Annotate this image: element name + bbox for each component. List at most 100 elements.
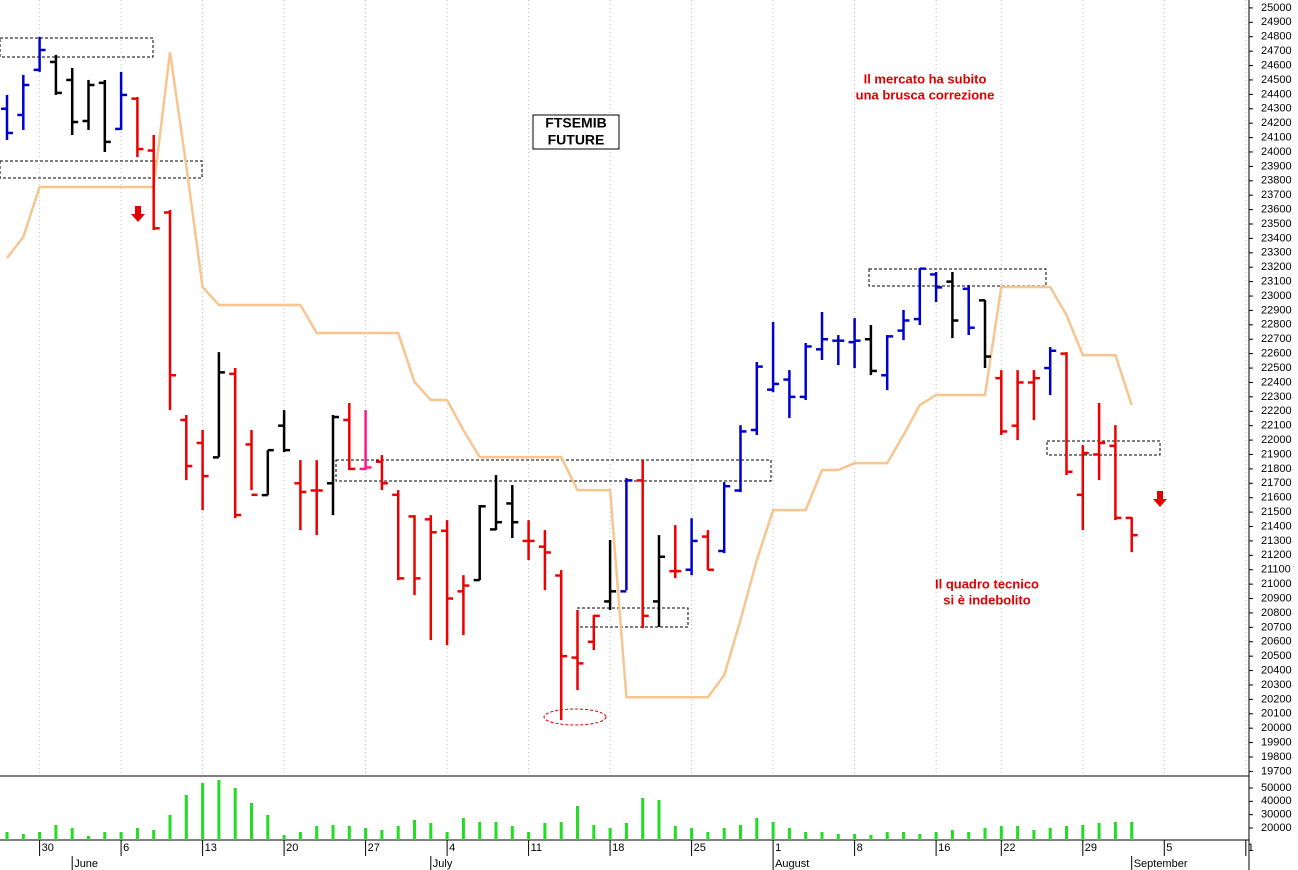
y-tick-label: 20200 bbox=[1261, 693, 1292, 705]
range-box bbox=[0, 37, 154, 58]
y-tick-label: 22900 bbox=[1261, 304, 1292, 316]
y-tick-label: 20400 bbox=[1261, 664, 1292, 676]
x-tick-label: 1 bbox=[775, 842, 781, 854]
volume-bar bbox=[722, 828, 726, 840]
volume-bar bbox=[1097, 823, 1101, 840]
y-tick-label: 21700 bbox=[1261, 477, 1292, 489]
y-tick-label: 24200 bbox=[1261, 117, 1292, 129]
volume-bar bbox=[87, 836, 90, 840]
volume-tick-label: 30000 bbox=[1261, 809, 1292, 821]
y-tick-label: 22400 bbox=[1261, 376, 1292, 388]
y-tick-label: 22600 bbox=[1261, 348, 1292, 360]
range-box bbox=[868, 268, 1047, 287]
y-tick-label: 23900 bbox=[1261, 160, 1292, 172]
annotation: una brusca correzione bbox=[856, 87, 995, 102]
volume-bar bbox=[624, 823, 628, 840]
month-label: July bbox=[433, 858, 453, 870]
volume-bar bbox=[168, 815, 172, 840]
volume-bar bbox=[1081, 825, 1085, 840]
volume-bar bbox=[739, 825, 742, 840]
volume-bar bbox=[1113, 822, 1117, 840]
y-tick-label: 23500 bbox=[1261, 218, 1292, 230]
y-tick-label: 23000 bbox=[1261, 290, 1292, 302]
y-tick-label: 20700 bbox=[1261, 621, 1292, 633]
volume-bar bbox=[853, 834, 857, 840]
y-tick-label: 24800 bbox=[1261, 31, 1292, 43]
volume-bar bbox=[70, 828, 74, 840]
y-tick-label: 23200 bbox=[1261, 261, 1292, 273]
volume-bar bbox=[1016, 826, 1020, 840]
line-series bbox=[6, 51, 1133, 699]
title-line: FTSEMIB bbox=[545, 115, 606, 131]
y-tick-label: 21400 bbox=[1261, 520, 1292, 532]
volume-bar bbox=[869, 835, 873, 840]
volume-bar bbox=[885, 832, 889, 840]
volume-bar bbox=[657, 800, 661, 840]
volume-bar bbox=[461, 818, 465, 840]
volume-bar bbox=[347, 826, 351, 840]
x-tick-label: 25 bbox=[694, 842, 706, 854]
range-box bbox=[1046, 440, 1161, 456]
y-tick-label: 20000 bbox=[1261, 722, 1292, 734]
volume-bar bbox=[755, 818, 759, 840]
y-tick-label: 21100 bbox=[1261, 564, 1291, 576]
month-label: September bbox=[1134, 858, 1188, 870]
volume-bar bbox=[217, 780, 221, 840]
y-tick-label: 22200 bbox=[1261, 405, 1292, 417]
volume-tick-label: 20000 bbox=[1261, 822, 1292, 834]
volume-bar bbox=[510, 826, 514, 840]
volume-bar bbox=[396, 826, 400, 840]
range-box bbox=[0, 160, 203, 179]
y-tick-label: 20600 bbox=[1261, 636, 1292, 648]
y-tick-label: 24700 bbox=[1261, 45, 1292, 57]
arrow-down bbox=[1153, 491, 1167, 507]
y-tick-label: 19800 bbox=[1261, 751, 1292, 763]
x-tick-label: 22 bbox=[1003, 842, 1015, 854]
volume-bar bbox=[478, 822, 482, 840]
annotation: si è indebolito bbox=[943, 592, 1030, 607]
y-tick-label: 20800 bbox=[1261, 607, 1292, 619]
x-tick-label: 27 bbox=[368, 842, 380, 854]
y-tick-label: 23400 bbox=[1261, 232, 1292, 244]
y-tick-label: 19900 bbox=[1261, 736, 1292, 748]
range-boxes bbox=[0, 37, 1161, 628]
y-tick-label: 21500 bbox=[1261, 506, 1292, 518]
volume-bar bbox=[184, 795, 188, 840]
y-tick-label: 21000 bbox=[1261, 578, 1292, 590]
y-tick-label: 23800 bbox=[1261, 175, 1292, 187]
y-tick-label: 24000 bbox=[1261, 146, 1292, 158]
volume-bar bbox=[967, 832, 971, 840]
volume-bar bbox=[413, 820, 416, 840]
volume-bar bbox=[527, 832, 531, 840]
volume-bar bbox=[233, 788, 237, 840]
volume-tick-label: 50000 bbox=[1261, 782, 1292, 794]
x-tick-label: 29 bbox=[1085, 842, 1097, 854]
volume-bar bbox=[771, 822, 775, 840]
annotation: Il quadro tecnico bbox=[935, 576, 1039, 591]
range-box bbox=[335, 459, 772, 482]
grid bbox=[39, 0, 1247, 776]
x-tick-label: 16 bbox=[938, 842, 950, 854]
y-tick-label: 23100 bbox=[1261, 276, 1292, 288]
x-tick-label: 18 bbox=[612, 842, 624, 854]
y-tick-label: 22500 bbox=[1261, 362, 1292, 374]
y-tick-label: 21800 bbox=[1261, 463, 1292, 475]
y-tick-label: 22300 bbox=[1261, 391, 1292, 403]
volume-bar bbox=[918, 834, 922, 840]
y-tick-label: 22000 bbox=[1261, 434, 1292, 446]
volume-bar bbox=[836, 834, 840, 840]
volume-bar bbox=[641, 798, 645, 840]
x-tick-label: 6 bbox=[123, 842, 129, 854]
y-tick-label: 25000 bbox=[1261, 2, 1292, 14]
volume-bar bbox=[608, 828, 612, 840]
x-tick-label: 30 bbox=[42, 842, 54, 854]
volume-bar bbox=[592, 825, 596, 840]
volume-bar bbox=[54, 825, 58, 840]
volume-bar bbox=[804, 832, 808, 840]
x-tick-label: 1 bbox=[1248, 842, 1254, 854]
arrow-down bbox=[131, 206, 145, 222]
title-line: FUTURE bbox=[548, 132, 605, 148]
month-label: August bbox=[775, 858, 809, 870]
volume-bar bbox=[103, 832, 107, 840]
